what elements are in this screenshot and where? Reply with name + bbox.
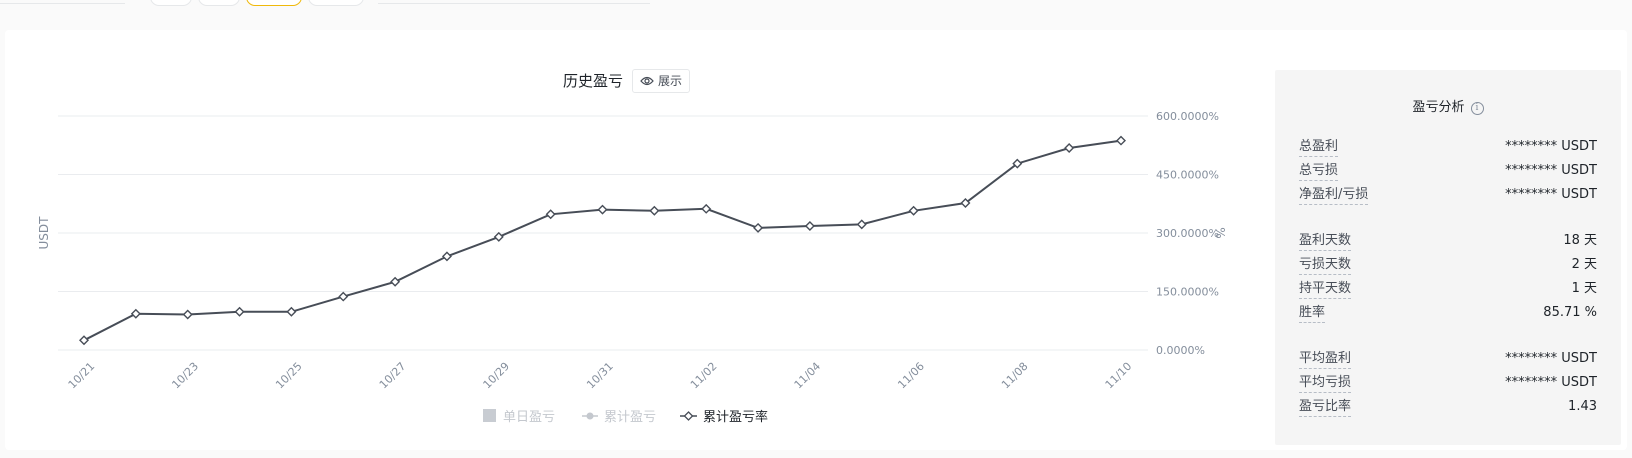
data-point[interactable] (856, 219, 867, 230)
x-axis: 10/21 10/23 10/25 10/27 10/29 10/31 11/02 11/04… (66, 360, 1135, 392)
analysis-label[interactable]: 亏损天数 (1299, 256, 1352, 275)
analysis-label[interactable]: 净盈利/亏损 (1299, 186, 1369, 205)
analysis-row: 平均亏损 ******** USDT (1299, 374, 1597, 396)
x-tick-label: 11/06 (895, 360, 927, 392)
data-point[interactable] (701, 203, 712, 214)
x-tick-label: 11/04 (792, 360, 824, 392)
analysis-value: 85.71 % (1543, 305, 1597, 320)
analysis-row: 亏损天数 2 天 (1299, 256, 1597, 278)
data-point[interactable] (908, 205, 919, 216)
analysis-value: 1.43 (1568, 399, 1597, 414)
data-point[interactable] (182, 309, 193, 320)
analysis-label[interactable]: 总亏损 (1299, 162, 1339, 181)
series-points (79, 135, 1126, 346)
x-tick-label: 10/27 (377, 360, 409, 392)
data-point[interactable] (441, 251, 452, 262)
pnl-line-chart: 600.0000% 450.0000% 300.0000% 150.0000% 0.00… (37, 110, 1227, 425)
chart-grid (58, 115, 1148, 351)
analysis-value: ******** USDT (1505, 351, 1597, 366)
search-input-underline[interactable] (378, 3, 650, 4)
analysis-value: ******** USDT (1505, 187, 1597, 202)
y-axis-right-label: % (1213, 227, 1227, 238)
y-axis-right: 600.0000% 450.0000% 300.0000% 150.0000% 0.00… (1156, 110, 1219, 357)
x-tick-label: 10/25 (273, 360, 305, 392)
analysis-value: ******** USDT (1505, 375, 1597, 390)
y-tick-label: 450.0000% (1156, 169, 1219, 182)
data-point[interactable] (79, 335, 89, 346)
data-point[interactable] (1064, 142, 1075, 153)
data-point[interactable] (545, 209, 556, 220)
data-point[interactable] (338, 291, 349, 302)
analysis-row: 总亏损 ******** USDT (1299, 162, 1597, 184)
data-point[interactable] (286, 306, 297, 317)
analysis-label[interactable]: 平均亏损 (1299, 374, 1352, 393)
date-input-underline[interactable] (0, 3, 125, 4)
eye-icon (640, 76, 654, 86)
y-tick-label: 600.0000% (1156, 110, 1219, 123)
y-tick-label: 300.0000% (1156, 227, 1219, 240)
data-point[interactable] (649, 205, 660, 216)
analysis-title-row: 盈亏分析 i (1275, 96, 1621, 115)
analysis-row: 胜率 85.71 % (1299, 304, 1597, 326)
show-toggle-label: 展示 (658, 74, 683, 88)
legend-cumulative-dot (586, 412, 594, 420)
pnl-analysis-panel: 盈亏分析 i 总盈利 ******** USDT 总亏损 ******** USDT 净盈… (1275, 70, 1621, 445)
analysis-row: 总盈利 ******** USDT (1299, 138, 1597, 160)
info-icon[interactable]: i (1470, 102, 1484, 115)
analysis-row: 盈利天数 18 天 (1299, 232, 1597, 254)
analysis-label[interactable]: 平均盈利 (1299, 350, 1352, 369)
data-point[interactable] (597, 204, 608, 215)
data-point[interactable] (960, 197, 971, 208)
y-tick-label: 150.0000% (1156, 286, 1219, 299)
analysis-row: 平均盈利 ******** USDT (1299, 350, 1597, 372)
analysis-label[interactable]: 盈亏比率 (1299, 398, 1352, 417)
analysis-row: 净盈利/亏损 ******** USDT (1299, 186, 1597, 208)
data-point[interactable] (493, 231, 504, 242)
x-tick-label: 10/23 (169, 360, 201, 392)
chart-title: 历史盈亏 (563, 72, 624, 90)
analysis-value: ******** USDT (1505, 139, 1597, 154)
x-tick-label: 10/21 (66, 360, 98, 392)
data-point[interactable] (390, 276, 401, 287)
analysis-value: 18 天 (1563, 233, 1597, 248)
data-point[interactable] (1012, 158, 1023, 169)
analysis-value: 1 天 (1571, 281, 1597, 296)
data-point[interactable] (804, 220, 815, 231)
legend-daily-swatch (483, 409, 496, 422)
x-tick-label: 10/29 (481, 360, 513, 392)
analysis-value: 2 天 (1571, 257, 1597, 272)
x-tick-label: 10/31 (584, 360, 616, 392)
data-point[interactable] (234, 306, 245, 317)
x-tick-label: 11/08 (999, 360, 1031, 392)
legend-daily-label[interactable]: 单日盈亏 (503, 410, 555, 425)
analysis-label[interactable]: 盈利天数 (1299, 232, 1352, 251)
x-tick-label: 11/02 (688, 360, 720, 392)
analysis-row: 盈亏比率 1.43 (1299, 398, 1597, 420)
data-point[interactable] (753, 222, 764, 233)
chart-legend[interactable]: 单日盈亏 累计盈亏 累计盈亏率 (483, 409, 768, 425)
legend-rate-marker (683, 411, 694, 421)
y-axis-left-label: USDT (37, 216, 51, 250)
x-tick-label: 11/10 (1103, 360, 1135, 392)
legend-cumulative-label[interactable]: 累计盈亏 (604, 410, 656, 425)
y-tick-label: 0.0000% (1156, 344, 1205, 357)
show-toggle-button[interactable]: 展示 (632, 69, 691, 93)
analysis-label[interactable]: 持平天数 (1299, 280, 1352, 299)
analysis-label[interactable]: 总盈利 (1299, 138, 1339, 157)
legend-rate-label[interactable]: 累计盈亏率 (703, 409, 768, 425)
analysis-value: ******** USDT (1505, 163, 1597, 178)
analysis-row: 持平天数 1 天 (1299, 280, 1597, 302)
data-point[interactable] (130, 308, 141, 319)
analysis-title: 盈亏分析 (1412, 100, 1465, 115)
analysis-label[interactable]: 胜率 (1299, 304, 1326, 323)
data-point[interactable] (1116, 135, 1126, 146)
top-filter-bar (0, 0, 1632, 24)
